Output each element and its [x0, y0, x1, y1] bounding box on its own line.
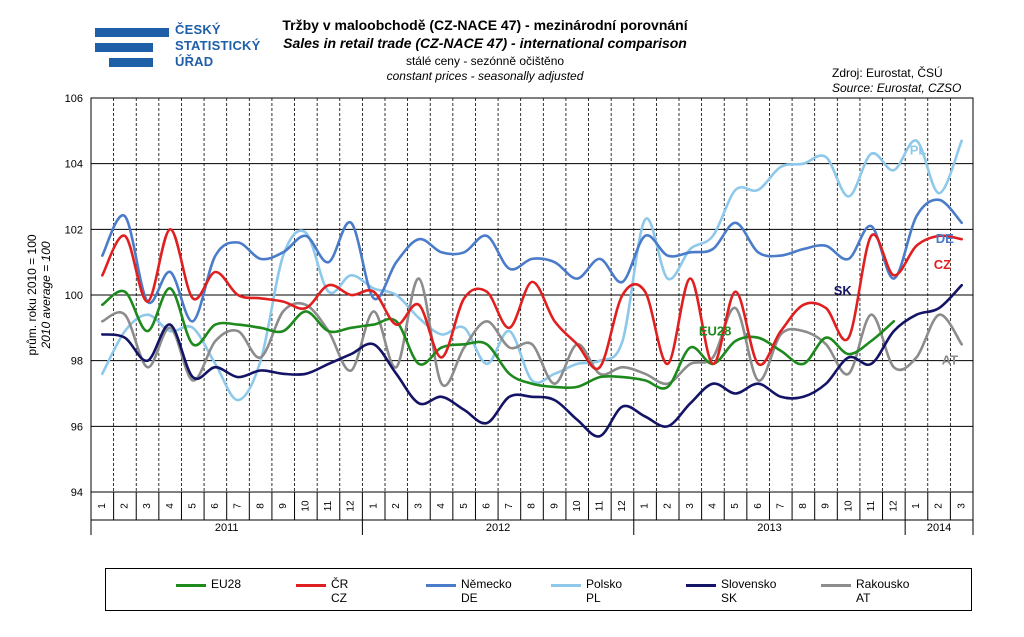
legend-swatch: [551, 584, 581, 587]
x-tick-label: 9: [821, 503, 832, 509]
source-note: Zdroj: Eurostat, ČSÚ Source: Eurostat, C…: [832, 66, 961, 96]
logo-bar-2: [95, 43, 153, 52]
legend: EU28 ČR CZ Německo DE Polsko PL Slovensko SK Rako…: [105, 568, 972, 611]
czso-logo: ČESKÝ STATISTICKÝ ÚŘAD: [95, 22, 265, 74]
y-tick-label: 98: [71, 356, 83, 368]
logo-bar-3: [109, 58, 153, 67]
x-tick-label: 1: [911, 503, 922, 509]
x-tick-label: 6: [210, 503, 221, 509]
x-tick-label: 4: [436, 503, 447, 509]
y-tick-label: 102: [65, 224, 83, 236]
legend-label: Německo DE: [461, 577, 512, 605]
x-tick-label: 12: [888, 500, 899, 512]
series-line-at: [101, 277, 963, 388]
legend-swatch: [686, 584, 716, 587]
x-tick-label: 2: [120, 503, 131, 509]
year-label: 2014: [927, 522, 951, 534]
series-end-label-sk: SK: [834, 283, 853, 298]
x-tick-label: 10: [300, 500, 311, 512]
x-tick-label: 2: [934, 503, 945, 509]
x-tick-label: 5: [459, 503, 470, 509]
x-tick-label: 2: [662, 503, 673, 509]
x-tick-label: 3: [414, 503, 425, 509]
y-tick-label: 100: [65, 290, 83, 302]
series-line-pl: [101, 139, 963, 402]
x-tick-label: 8: [255, 503, 266, 509]
series-line-sk: [101, 283, 963, 438]
x-tick-label: 7: [775, 503, 786, 509]
series-end-label-pl: PL: [910, 143, 927, 158]
x-tick-label: 11: [866, 500, 877, 511]
x-tick-label: 1: [368, 503, 379, 509]
chart-title-cz: Tržby v maloobchodě (CZ-NACE 47) - mezin…: [282, 17, 688, 33]
x-tick-label: 5: [730, 503, 741, 509]
x-tick-label: 11: [323, 500, 334, 511]
x-tick-label: 4: [165, 503, 176, 509]
y-tick-label: 106: [65, 93, 83, 105]
y-tick-label: 94: [71, 487, 83, 499]
x-tick-label: 7: [504, 503, 515, 509]
x-tick-label: 6: [753, 503, 764, 509]
legend-label: ČR CZ: [331, 577, 349, 605]
x-tick-label: 3: [685, 503, 696, 509]
x-tick-label: 3: [956, 503, 967, 509]
legend-swatch: [176, 584, 206, 587]
x-tick-label: 8: [798, 503, 809, 509]
legend-label: Slovensko SK: [721, 577, 777, 605]
year-label: 2012: [486, 522, 510, 534]
legend-swatch: [821, 584, 851, 587]
source-en: Source: Eurostat, CZSO: [832, 81, 962, 95]
x-tick-label: 1: [97, 503, 108, 509]
x-tick-label: 2: [391, 503, 402, 509]
x-tick-label: 8: [527, 503, 538, 509]
y-tick-label: 96: [71, 421, 83, 433]
legend-label: Rakousko AT: [856, 577, 910, 605]
series-line-eu28: [101, 287, 896, 390]
chart-subtitle-en: constant prices - seasonally adjusted: [386, 69, 584, 83]
legend-label: EU28: [211, 577, 242, 591]
x-tick-label: 4: [708, 503, 719, 509]
x-tick-label: 9: [549, 503, 560, 509]
series-line-cz: [101, 227, 963, 371]
x-tick-label: 12: [346, 500, 357, 512]
legend-swatch: [296, 584, 326, 587]
chart-title-en: Sales in retail trade (CZ-NACE 47) - int…: [283, 35, 687, 51]
legend-swatch: [426, 584, 456, 587]
series-end-label-de: DE: [936, 231, 954, 246]
series-end-label-at: AT: [942, 352, 958, 367]
logo-line-1: ČESKÝ: [175, 22, 221, 37]
x-tick-label: 12: [617, 500, 628, 512]
logo-bar-1: [95, 28, 169, 37]
y-axis-title-en: 2010 average = 100: [39, 241, 53, 349]
y-axis-title: prům. roku 2010 = 100: [25, 234, 39, 355]
x-tick-label: 9: [278, 503, 289, 509]
x-tick-label: 3: [142, 503, 153, 509]
year-label: 2013: [757, 522, 781, 534]
x-tick-label: 5: [187, 503, 198, 509]
x-tick-label: 11: [594, 500, 605, 511]
logo-line-3: ÚŘAD: [175, 54, 214, 69]
y-tick-label: 104: [65, 159, 83, 171]
x-tick-label: 1: [640, 503, 651, 509]
series-end-label-eu28: EU28: [699, 323, 732, 338]
x-tick-label: 10: [843, 500, 854, 512]
chart-title-block: Tržby v maloobchodě (CZ-NACE 47) - mezin…: [250, 16, 720, 84]
x-tick-label: 7: [233, 503, 244, 509]
series-end-label-cz: CZ: [934, 257, 951, 272]
legend-label: Polsko PL: [586, 577, 623, 605]
chart-subtitle-cz: stálé ceny - sezónně očištěno: [405, 54, 565, 68]
x-tick-label: 10: [572, 500, 583, 512]
logo-line-2: STATISTICKÝ: [175, 38, 261, 53]
logo-text: ČESKÝ STATISTICKÝ ÚŘAD: [175, 22, 261, 70]
series-line-de: [101, 198, 963, 323]
year-label: 2011: [215, 522, 239, 534]
x-tick-label: 6: [481, 503, 492, 509]
source-cz: Zdroj: Eurostat, ČSÚ: [832, 66, 943, 80]
